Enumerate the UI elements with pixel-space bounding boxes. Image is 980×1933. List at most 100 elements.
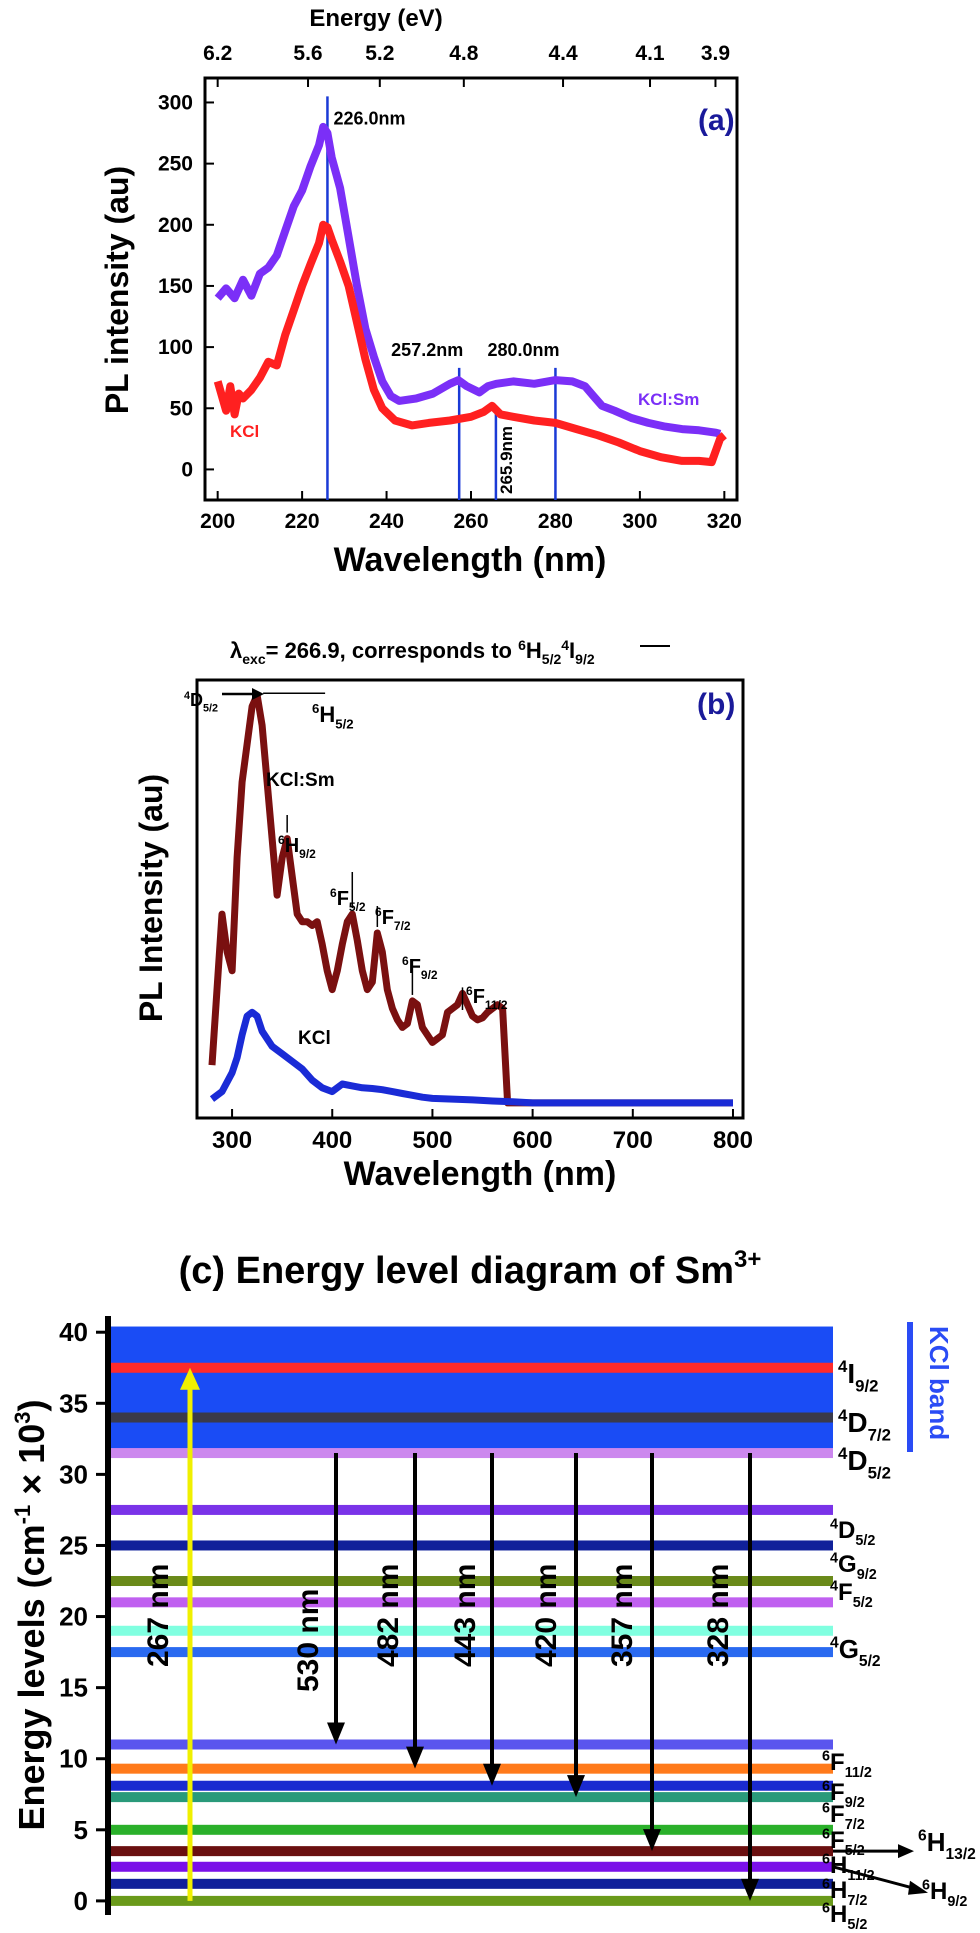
- top-tick-label: 4.1: [635, 42, 665, 65]
- x-axis-label: Wavelength (nm): [334, 541, 607, 579]
- x-tick-label: 240: [369, 510, 404, 533]
- energy-level: [108, 1739, 833, 1750]
- term-label: 4D5/2: [838, 1444, 891, 1483]
- y-tick-label: 20: [59, 1602, 88, 1632]
- y-tick-label: 30: [59, 1459, 88, 1489]
- series-line: [209, 1008, 733, 1107]
- transition-label: 482 nm: [372, 1564, 405, 1667]
- transition-label: 420 nm: [530, 1564, 563, 1667]
- level-arrowhead: [908, 1880, 928, 1895]
- y-tick-label: 300: [158, 91, 193, 114]
- y-axis-label: Energy levels (cm-1 × 103): [10, 1399, 52, 1830]
- top-tick-label: 5.2: [365, 42, 394, 65]
- annotation-arrowhead: [252, 688, 264, 700]
- x-tick-label: 220: [285, 510, 320, 533]
- transition-label: 328 nm: [702, 1564, 735, 1667]
- y-tick-label: 35: [59, 1388, 88, 1418]
- y-tick-label: 5: [74, 1815, 88, 1845]
- energy-level: [108, 1625, 833, 1636]
- y-tick-label: 40: [59, 1317, 88, 1347]
- series-line: [213, 220, 727, 467]
- emission-arrowhead: [406, 1746, 424, 1769]
- energy-level: [108, 1780, 833, 1791]
- energy-level: [108, 1576, 833, 1587]
- term-label: 6F9/2: [402, 954, 438, 982]
- series: [213, 122, 727, 467]
- panel-b-frame: [195, 678, 745, 1120]
- term-label: 4G9/2: [830, 1550, 877, 1583]
- series-label-kcl: KCl: [298, 1028, 331, 1049]
- energy-level: [108, 1861, 833, 1872]
- term-label: 4I9/2: [838, 1357, 878, 1396]
- y-axis-label: PL Intensity (au): [133, 774, 169, 1022]
- annotations: 4D5/2 6H5/2 6H9/2 6F5/2 6F7/2 6F9/2 6F11/2: [184, 688, 508, 1012]
- series-line: [214, 122, 722, 438]
- y-ticks: 0 50 100 150 200 250 300: [158, 91, 214, 481]
- series-line: [208, 691, 733, 1107]
- x-ticks: 200 220 240 260 280 300 320: [200, 491, 742, 533]
- emission-arrowhead: [643, 1829, 661, 1852]
- peak-label: 280.0nm: [487, 340, 559, 360]
- x-tick-label: 500: [412, 1127, 452, 1154]
- panel-b-title: λexc= 266.9, corresponds to 6H5/24I9/2: [230, 637, 595, 667]
- x-tick-label: 200: [200, 510, 235, 533]
- x-tick-label: 280: [538, 510, 573, 533]
- energy-level: [108, 1647, 833, 1658]
- term-label: 6H11/2: [822, 1851, 875, 1884]
- term-label: 6H5/2: [822, 1900, 867, 1933]
- term-label: 6F9/2: [822, 1778, 865, 1811]
- transition-label: 357 nm: [606, 1564, 639, 1667]
- term-label: 6H9/2: [278, 833, 316, 861]
- top-tick-label: 6.2: [203, 42, 232, 65]
- y-tick-label: 150: [158, 275, 193, 298]
- term-label: 4D5/2: [184, 690, 218, 715]
- panel-c: (c) Energy level diagram of Sm3+ 0 5 10 15 2…: [10, 1246, 976, 1933]
- top-tick-label: 4.8: [449, 42, 479, 65]
- energy-level: [108, 1412, 833, 1423]
- term-label: 4G5/2: [830, 1634, 881, 1670]
- x-tick-label: 320: [707, 510, 742, 533]
- energy-level: [108, 1824, 833, 1835]
- peak-label: 257.2nm: [391, 340, 463, 360]
- x-tick-label: 800: [713, 1127, 753, 1154]
- transition-label: 443 nm: [449, 1564, 482, 1667]
- energy-level: [108, 1878, 833, 1889]
- term-label: 6F11/2: [466, 984, 508, 1012]
- transitions: 267 nm 530 nm 482 nm 443 nm 420 nm 357 nm 328 …: [142, 1367, 928, 1901]
- kcl-band: [108, 1326, 833, 1454]
- y-ticks: 0 5 10 15 20 25 30 35 40: [59, 1317, 108, 1916]
- panel-a: Energy (eV) 6.2 5.6 5.2 4.8 4.4 4.1 3.9 200 220…: [99, 5, 742, 579]
- x-tick-label: 300: [622, 510, 657, 533]
- term-label: 6F11/2: [822, 1748, 872, 1781]
- energy-levels: [108, 1362, 833, 1906]
- panel-label-a: (a): [698, 104, 735, 137]
- term-label: 6F7/2: [375, 905, 411, 933]
- level-arrow: [832, 1865, 917, 1891]
- y-tick-label: 200: [158, 214, 193, 237]
- emission-arrowhead: [483, 1763, 501, 1786]
- term-label: 6H13/2: [918, 1827, 976, 1863]
- energy-level: [108, 1763, 833, 1774]
- peak-lines: 226.0nm 257.2nm 265.9nm 280.0nm: [326, 96, 559, 500]
- term-label: 6F7/2: [822, 1800, 865, 1833]
- y-tick-label: 0: [181, 458, 193, 481]
- top-tick-label: 5.6: [293, 42, 322, 65]
- series: [208, 691, 733, 1107]
- x-ticks: 300 400 500 600 700 800: [212, 1109, 753, 1154]
- x-axis-label: Wavelength (nm): [344, 1155, 617, 1193]
- peak-label: 265.9nm: [497, 426, 516, 494]
- term-label: 4D7/2: [838, 1406, 891, 1445]
- series-label-kcl: KCl: [230, 422, 259, 441]
- peak-label: 226.0nm: [333, 108, 405, 128]
- transition-label: 530 nm: [292, 1589, 325, 1692]
- panel-c-title: (c) Energy level diagram of Sm3+: [179, 1246, 762, 1292]
- emission-arrowhead: [741, 1878, 759, 1901]
- x-tick-label: 300: [212, 1127, 252, 1154]
- kcl-band-label: KCl band: [924, 1326, 954, 1440]
- energy-level: [108, 1362, 833, 1373]
- level-labels: 4I9/24D7/24D5/24D5/24G9/24F5/24G5/26F11/…: [822, 1357, 976, 1933]
- energy-level: [108, 1846, 833, 1857]
- panel-label-b: (b): [697, 688, 735, 721]
- panel-b: λexc= 266.9, corresponds to 6H5/24I9/2 3…: [133, 637, 753, 1193]
- y-tick-label: 50: [170, 397, 193, 420]
